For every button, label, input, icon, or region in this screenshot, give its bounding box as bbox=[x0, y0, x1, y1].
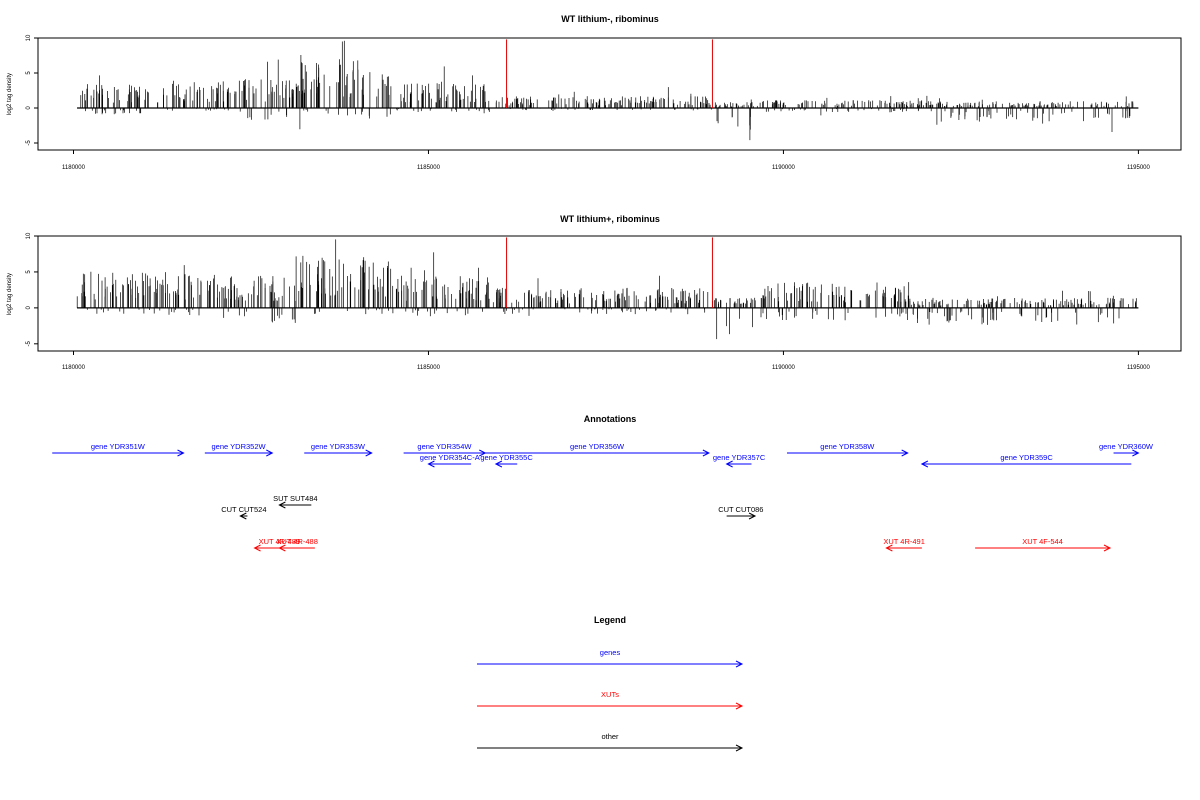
feature-arrowhead-16 bbox=[885, 544, 893, 552]
x-tick-label-0: 1180000 bbox=[62, 165, 86, 171]
feature-arrowhead-4 bbox=[427, 460, 435, 468]
y-tick-label-3: 10 bbox=[26, 232, 32, 239]
y-tick-label-3: 10 bbox=[26, 34, 32, 41]
legend-title: Legend bbox=[594, 615, 626, 625]
feature-label-4: gene YDR354C-A bbox=[420, 453, 480, 462]
legend: Legend genes XUTs other bbox=[477, 615, 744, 752]
panel-title: WT lithium-, ribominus bbox=[561, 14, 659, 24]
marker-lines bbox=[506, 39, 713, 108]
panel-lithium-minus: WT lithium-, ribominus log2 tag density … bbox=[7, 14, 1182, 171]
feature-label-10: gene YDR360W bbox=[1099, 442, 1154, 451]
y-axis-label: log2 tag density bbox=[7, 273, 13, 315]
feature-label-15: XUT 4R-488 bbox=[276, 537, 318, 546]
x-axis: 1180000 1185000 1190000 1195000 bbox=[62, 351, 1151, 371]
feature-arrowhead-6 bbox=[702, 449, 711, 457]
feature-label-16: XUT 4R-491 bbox=[883, 537, 925, 546]
x-tick-label-1: 1185000 bbox=[417, 165, 441, 171]
y-tick-label-0: -5 bbox=[26, 140, 32, 146]
feature-arrowhead-5 bbox=[494, 460, 503, 468]
panel-lithium-plus: WT lithium+, ribominus log2 tag density … bbox=[7, 214, 1182, 371]
bar-series bbox=[76, 239, 1139, 340]
feature-label-3: gene YDR354W bbox=[417, 442, 472, 451]
feature-arrowhead-11 bbox=[278, 501, 286, 509]
feature-label-0: gene YDR351W bbox=[91, 442, 146, 451]
feature-arrowhead-0 bbox=[177, 449, 185, 457]
x-axis: 1180000 1185000 1190000 1195000 bbox=[62, 150, 1151, 171]
y-tick-label-1: 0 bbox=[26, 106, 32, 110]
feature-arrowhead-9 bbox=[920, 460, 929, 468]
feature-arrowhead-12 bbox=[239, 512, 247, 520]
marker-lines bbox=[506, 237, 713, 308]
x-tick-label-3: 1195000 bbox=[1127, 165, 1151, 171]
feature-arrowhead-14 bbox=[253, 544, 261, 552]
feature-label-5: gene YDR355C bbox=[480, 453, 533, 462]
legend-arrowhead-2 bbox=[735, 744, 744, 752]
annotations-track: Annotations gene YDR351W gene YDR352W gene… bbox=[52, 414, 1154, 552]
y-tick-label-2: 5 bbox=[26, 270, 32, 274]
feature-label-12: CUT CUT524 bbox=[221, 505, 266, 514]
feature-arrowhead-17 bbox=[1103, 544, 1112, 552]
legend-label-2: other bbox=[601, 732, 619, 741]
x-tick-label-1: 1185000 bbox=[417, 365, 441, 371]
plot-frame bbox=[37, 235, 1182, 352]
feature-arrowhead-10 bbox=[1132, 449, 1140, 457]
legend-arrowhead-0 bbox=[735, 660, 744, 668]
y-axis: -5 0 5 10 bbox=[26, 34, 38, 146]
annotation-features: gene YDR351W gene YDR352W gene YDR353W gene… bbox=[52, 442, 1154, 552]
feature-arrowhead-8 bbox=[901, 449, 909, 457]
x-tick-label-0: 1180000 bbox=[62, 365, 86, 371]
feature-arrowhead-7 bbox=[725, 460, 733, 468]
feature-label-7: gene YDR357C bbox=[713, 453, 766, 462]
annotations-title: Annotations bbox=[584, 414, 637, 424]
y-tick-label-0: -5 bbox=[26, 340, 32, 346]
x-tick-label-3: 1195000 bbox=[1127, 365, 1151, 371]
bar-series bbox=[77, 40, 1139, 141]
x-tick-label-2: 1190000 bbox=[772, 165, 796, 171]
y-tick-label-2: 5 bbox=[26, 71, 32, 75]
feature-label-14: XUT 4R-489 bbox=[259, 537, 301, 546]
panel-title: WT lithium+, ribominus bbox=[560, 214, 660, 224]
x-tick-label-2: 1190000 bbox=[772, 365, 796, 371]
feature-label-8: gene YDR358W bbox=[820, 442, 875, 451]
y-axis-label: log2 tag density bbox=[7, 73, 13, 115]
feature-label-2: gene YDR353W bbox=[311, 442, 366, 451]
feature-label-11: SUT SUT484 bbox=[273, 494, 317, 503]
feature-arrowhead-1 bbox=[266, 449, 274, 457]
feature-label-1: gene YDR352W bbox=[212, 442, 267, 451]
feature-label-6: gene YDR356W bbox=[570, 442, 625, 451]
plot-frame bbox=[37, 37, 1182, 151]
feature-arrowhead-15 bbox=[278, 544, 286, 552]
y-axis: -5 0 5 10 bbox=[26, 232, 38, 346]
y-tick-label-1: 0 bbox=[26, 306, 32, 310]
legend-arrowhead-1 bbox=[735, 702, 744, 710]
feature-label-17: XUT 4F-544 bbox=[1022, 537, 1063, 546]
feature-label-13: CUT CUT086 bbox=[718, 505, 763, 514]
feature-arrowhead-2 bbox=[365, 449, 373, 457]
feature-label-9: gene YDR359C bbox=[1000, 453, 1053, 462]
legend-label-1: XUTs bbox=[601, 690, 619, 699]
legend-items: genes XUTs other bbox=[477, 648, 744, 752]
feature-arrowhead-13 bbox=[748, 512, 757, 520]
legend-label-0: genes bbox=[600, 648, 621, 657]
